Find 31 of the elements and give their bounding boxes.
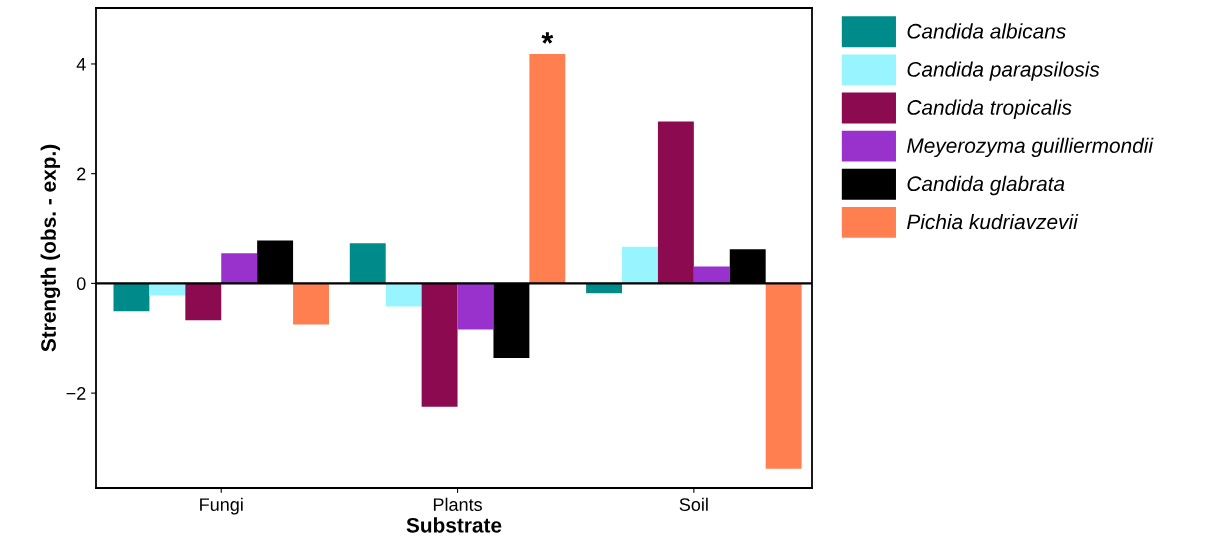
y-tick-label: 2 bbox=[77, 167, 86, 181]
bar bbox=[221, 253, 258, 284]
legend-label: Candida glabrata bbox=[907, 175, 1065, 196]
x-tick-label: Fungi bbox=[200, 497, 243, 515]
annotation: * bbox=[541, 32, 554, 44]
legend-label: Meyerozyma guilliermondii bbox=[907, 137, 1154, 158]
bar bbox=[421, 283, 458, 407]
y-axis-title: Strength (obs. - exp.) bbox=[40, 144, 61, 352]
bar bbox=[622, 246, 658, 284]
x-tick-label: Soil bbox=[679, 497, 708, 511]
bar bbox=[586, 283, 623, 294]
bar bbox=[113, 283, 150, 312]
y-tick-label: −2 bbox=[66, 387, 86, 400]
x-tick-label: Plants bbox=[433, 497, 482, 511]
bar bbox=[385, 283, 422, 307]
bar bbox=[529, 54, 566, 284]
bar bbox=[349, 243, 386, 284]
legend-label: Candida albicans bbox=[907, 23, 1066, 39]
legend-label: Candida parapsilosis bbox=[907, 61, 1100, 81]
y-tick-label: 0 bbox=[76, 277, 86, 291]
bar bbox=[293, 283, 329, 325]
legend-label: Pichia kudriavzevii bbox=[907, 213, 1079, 230]
y-tick-label: 4 bbox=[76, 58, 86, 71]
bar bbox=[657, 121, 694, 284]
bar bbox=[457, 283, 494, 330]
legend-label: Candida tropicalis bbox=[907, 99, 1072, 119]
x-axis-title: Substrate bbox=[406, 517, 502, 533]
bar bbox=[693, 266, 730, 284]
bar bbox=[149, 283, 186, 296]
bar bbox=[185, 283, 222, 321]
bar bbox=[765, 283, 802, 469]
